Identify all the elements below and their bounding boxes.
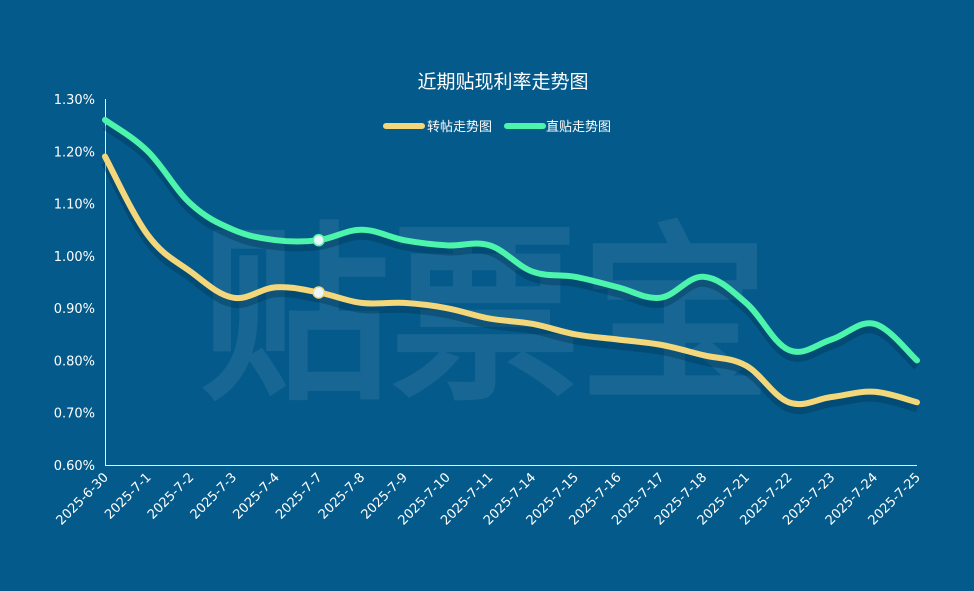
y-tick-label: 0.70% [54, 407, 95, 422]
highlight-point[interactable] [312, 286, 325, 299]
y-tick-label: 1.10% [54, 198, 95, 213]
y-tick-label: 0.80% [54, 354, 95, 369]
series-lines [101, 116, 920, 415]
legend-label-transfer: 转帖走势图 [427, 119, 492, 135]
series-line-direct-shadow [102, 122, 920, 370]
x-tick-labels: 2025-6-302025-7-12025-7-22025-7-32025-7-… [54, 470, 924, 528]
y-tick-labels: 0.60% 0.70% 0.80% 0.90% 1.00% 1.10% 1.20% 1.30% [54, 93, 95, 474]
highlight-point[interactable] [312, 233, 325, 247]
series-line-direct [102, 116, 920, 364]
x-tick-label: 2025-6-30 [54, 470, 112, 528]
series-line-transfer-shadow [101, 160, 919, 415]
y-tick-label: 1.30% [54, 93, 95, 108]
y-tick-label: 1.20% [54, 145, 95, 160]
legend-label-direct: 直贴走势图 [546, 119, 611, 135]
highlight-points [312, 233, 325, 299]
y-tick-label: 0.60% [54, 459, 95, 474]
legend: 转帖走势图 直贴走势图 [383, 119, 611, 135]
y-tick-label: 0.90% [54, 302, 95, 317]
series-line-transfer [102, 153, 920, 408]
y-tick-label: 1.00% [54, 250, 95, 265]
chart-title: 近期贴现利率走势图 [417, 71, 588, 93]
